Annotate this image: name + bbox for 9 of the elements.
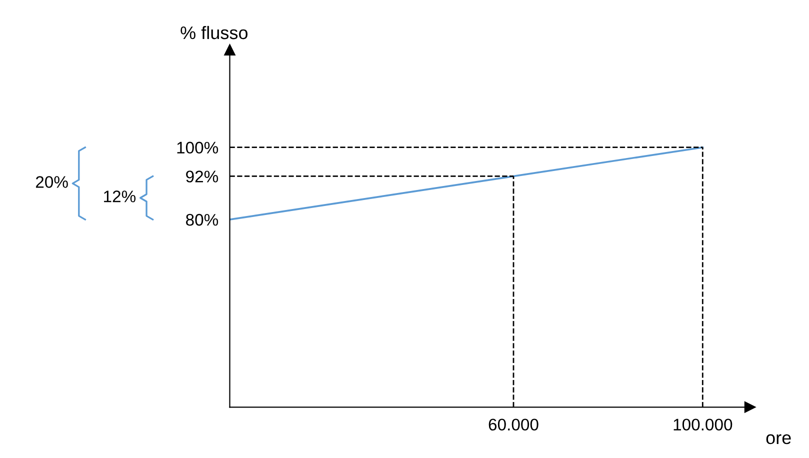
y-axis-title: % flusso [180, 26, 248, 40]
x-tick-label: 100.000 [674, 418, 732, 431]
text: 20% [36, 176, 68, 188]
text: 12% [104, 190, 136, 202]
y-tick-label: 100% [177, 142, 218, 154]
x-axis-title: ore [766, 434, 791, 444]
y-tick-label: 80% [186, 214, 218, 226]
x-tick-label: 60.000 [488, 418, 538, 431]
y-tick-label: 92% [186, 170, 218, 182]
